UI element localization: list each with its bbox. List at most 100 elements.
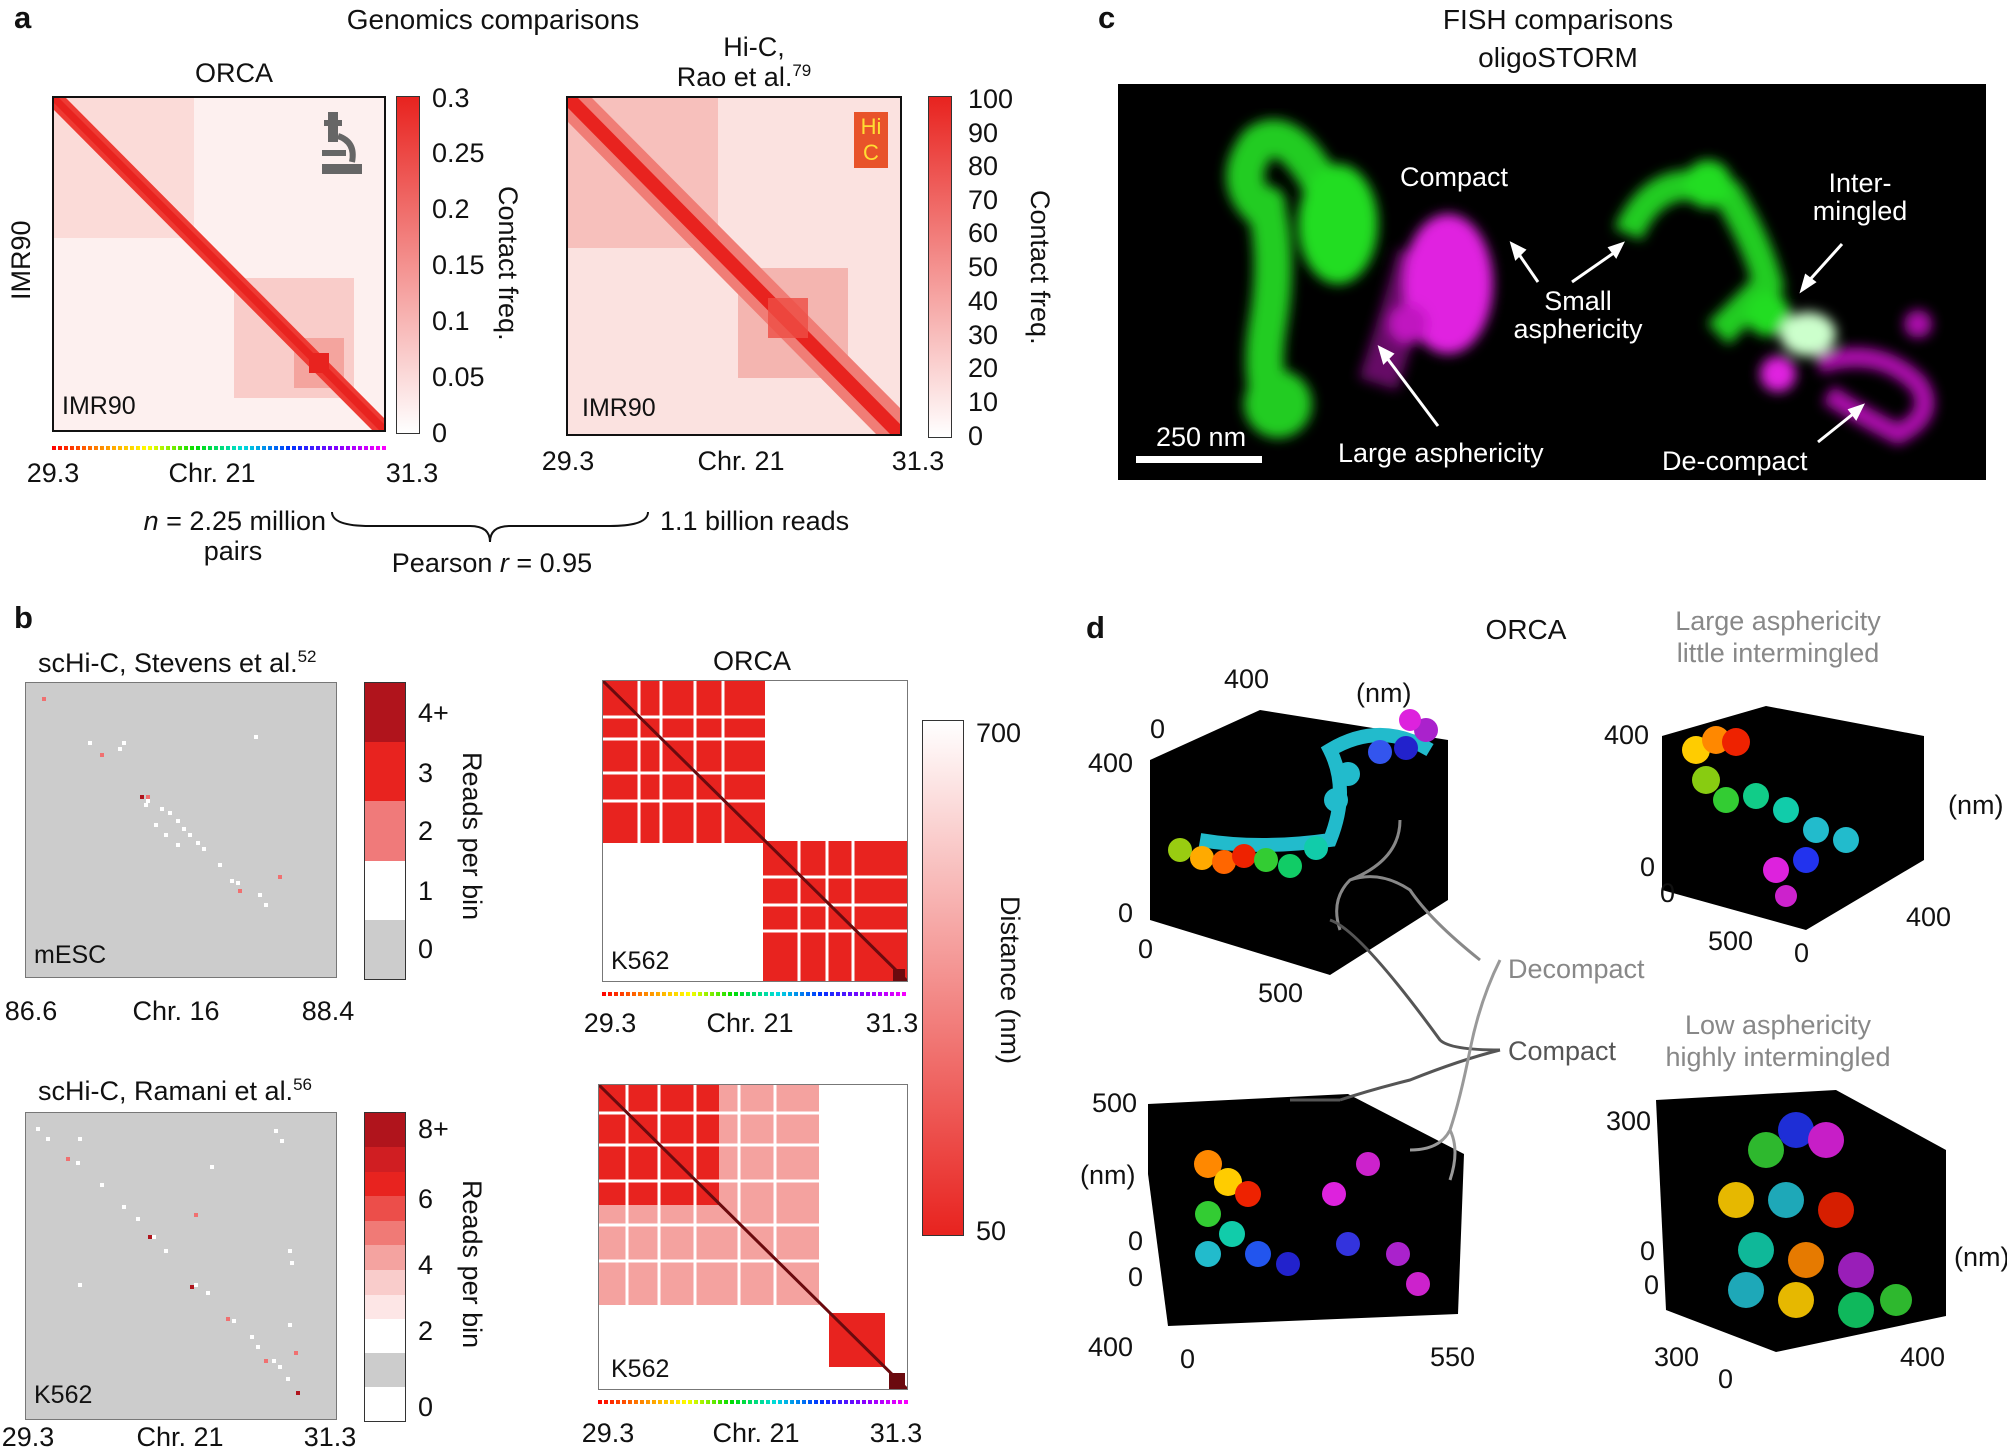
colorbar-tick: 10 bbox=[968, 387, 999, 417]
colorbar-tick: 0.1 bbox=[432, 306, 470, 336]
axis-unit: (nm) bbox=[1080, 1160, 1136, 1190]
colorbar-tick: 0.15 bbox=[432, 250, 485, 280]
orca-contact-map: IMR90 bbox=[52, 96, 386, 432]
axis-tick: 0 bbox=[1128, 1262, 1144, 1292]
decompact-annotation: De-compact bbox=[1662, 446, 1808, 476]
orca-k562-map-top: K562 bbox=[602, 680, 908, 982]
x-axis-label: Chr. 21 bbox=[136, 1422, 224, 1452]
colorbar-tick: 0 bbox=[418, 934, 434, 964]
axis-tick: 0 bbox=[1718, 1364, 1734, 1394]
axis-tick: 400 bbox=[1088, 748, 1134, 778]
x-axis-end: 31.3 bbox=[865, 1008, 919, 1038]
colorbar-tick: 2 bbox=[418, 816, 434, 846]
chromosome-rainbow-bar bbox=[52, 446, 386, 450]
row-label-imr90: IMR90 bbox=[6, 220, 36, 300]
colorbar-tick: 80 bbox=[968, 151, 999, 181]
x-axis-label: Chr. 21 bbox=[706, 1008, 794, 1038]
hic-contact-map: Hi C IMR90 bbox=[566, 96, 902, 436]
ramani-schic-pixels bbox=[36, 1127, 300, 1395]
orca-k562-map-bottom: K562 bbox=[598, 1084, 908, 1390]
panel-c-label: c bbox=[1098, 0, 1116, 35]
panel-a-title: Genomics comparisons bbox=[346, 4, 640, 35]
x-axis-start: 29.3 bbox=[541, 446, 595, 476]
x-axis-label: Chr. 21 bbox=[697, 446, 785, 476]
x-axis-start: 29.3 bbox=[26, 458, 80, 488]
orca-contact-map-graphic bbox=[54, 98, 384, 430]
x-axis-end: 31.3 bbox=[891, 446, 945, 476]
ramani-schic-map: K562 bbox=[25, 1112, 337, 1420]
hic-map-title-line1: Hi-C, bbox=[723, 32, 785, 62]
axis-unit: (nm) bbox=[1356, 678, 1412, 708]
stevens-inset-label: mESC bbox=[34, 941, 107, 969]
orca-k562-bottom-graphic bbox=[599, 1085, 907, 1389]
orca-k562-top-graphic bbox=[603, 681, 907, 981]
x-axis-end: 31.3 bbox=[303, 1422, 357, 1452]
orca-pairs-count-line2: pairs bbox=[203, 536, 263, 566]
small-asphericity-line1: Small bbox=[1544, 286, 1612, 316]
scale-bar-label: 250 nm bbox=[1156, 422, 1247, 452]
x-axis-end: 31.3 bbox=[385, 458, 439, 488]
colorbar-tick: 70 bbox=[968, 185, 999, 215]
axis-tick: 0 bbox=[1180, 1344, 1196, 1374]
orca-structure-decompact bbox=[1150, 709, 1448, 975]
colorbar-tick: 1 bbox=[418, 876, 434, 906]
compact-annotation: Compact bbox=[1400, 162, 1509, 192]
x-axis-start: 29.3 bbox=[581, 1418, 635, 1448]
hic-logo-icon: Hi C bbox=[854, 112, 888, 168]
panel-c-subtitle: oligoSTORM bbox=[1478, 42, 1638, 73]
ramani-colorbar-label: Reads per bin bbox=[457, 1180, 487, 1349]
colorbar-tick: 0 bbox=[432, 418, 448, 448]
low-asphericity-title-line1: Low asphericity bbox=[1684, 1010, 1872, 1040]
colorbar-tick: 0 bbox=[968, 421, 984, 451]
stevens-title: scHi-C, Stevens et al.52 bbox=[38, 647, 317, 678]
distance-colorbar bbox=[922, 720, 964, 1236]
axis-tick: 300 bbox=[1606, 1106, 1652, 1136]
oligostorm-image: Compact Inter- mingled Small asphericity… bbox=[1118, 84, 1986, 480]
comparison-brace bbox=[331, 511, 649, 543]
axis-tick: 400 bbox=[1224, 664, 1270, 694]
colorbar-tick: 0 bbox=[418, 1392, 434, 1422]
hic-map-title-line2: Rao et al.79 bbox=[676, 61, 812, 92]
panel-a-label: a bbox=[14, 0, 32, 35]
axis-tick: 0 bbox=[1150, 714, 1166, 744]
colorbar-tick: 20 bbox=[968, 353, 999, 383]
orca-map-inset-label: IMR90 bbox=[62, 392, 136, 420]
panel-b-label: b bbox=[14, 600, 33, 635]
axis-unit: (nm) bbox=[1948, 790, 2004, 820]
colorbar-tick: 2 bbox=[418, 1316, 434, 1346]
axis-tick: 400 bbox=[1604, 720, 1650, 750]
hic-colorbar-label: Contact freq. bbox=[1025, 190, 1055, 345]
colorbar-tick: 30 bbox=[968, 320, 999, 350]
large-asphericity-title-line2: little intermingled bbox=[1676, 638, 1880, 668]
colorbar-tick: 0.05 bbox=[432, 362, 485, 392]
colorbar-tick: 6 bbox=[418, 1184, 434, 1214]
colorbar-tick: 50 bbox=[968, 252, 999, 282]
distance-colorbar-label: Distance (nm) bbox=[995, 896, 1025, 1065]
large-asphericity-title-line1: Large asphericity bbox=[1675, 606, 1881, 636]
hic-logo-text: Hi bbox=[860, 114, 882, 139]
axis-tick: 400 bbox=[1906, 902, 1952, 932]
colorbar-tick: 0.2 bbox=[432, 194, 470, 224]
x-axis-end: 88.4 bbox=[301, 996, 355, 1026]
oligostorm-graphic bbox=[1136, 119, 1935, 463]
panel-d-title: ORCA bbox=[1485, 614, 1567, 645]
colorbar-tick: 8+ bbox=[418, 1114, 449, 1144]
hic-colorbar bbox=[928, 96, 952, 438]
classification-connectors bbox=[1290, 819, 1502, 1181]
colorbar-tick: 4+ bbox=[418, 698, 449, 728]
axis-tick: 0 bbox=[1640, 852, 1656, 882]
panel-d-label: d bbox=[1086, 610, 1105, 645]
axis-tick: 0 bbox=[1640, 1236, 1656, 1266]
x-axis-start: 29.3 bbox=[1, 1422, 55, 1452]
x-axis-start: 29.3 bbox=[583, 1008, 637, 1038]
low-asphericity-title-line2: highly intermingled bbox=[1665, 1042, 1891, 1072]
small-asphericity-line2: asphericity bbox=[1513, 314, 1643, 344]
stevens-schic-map: mESC bbox=[25, 682, 337, 978]
intermingled-annotation-line2: mingled bbox=[1812, 196, 1908, 226]
axis-tick: 500 bbox=[1092, 1088, 1138, 1118]
colorbar-tick: 4 bbox=[418, 1250, 434, 1280]
axis-tick: 0 bbox=[1118, 898, 1134, 928]
colorbar-tick: 60 bbox=[968, 218, 999, 248]
orca-pairs-count: n = 2.25 million bbox=[143, 506, 326, 536]
ramani-title: scHi-C, Ramani et al.56 bbox=[38, 1075, 312, 1106]
